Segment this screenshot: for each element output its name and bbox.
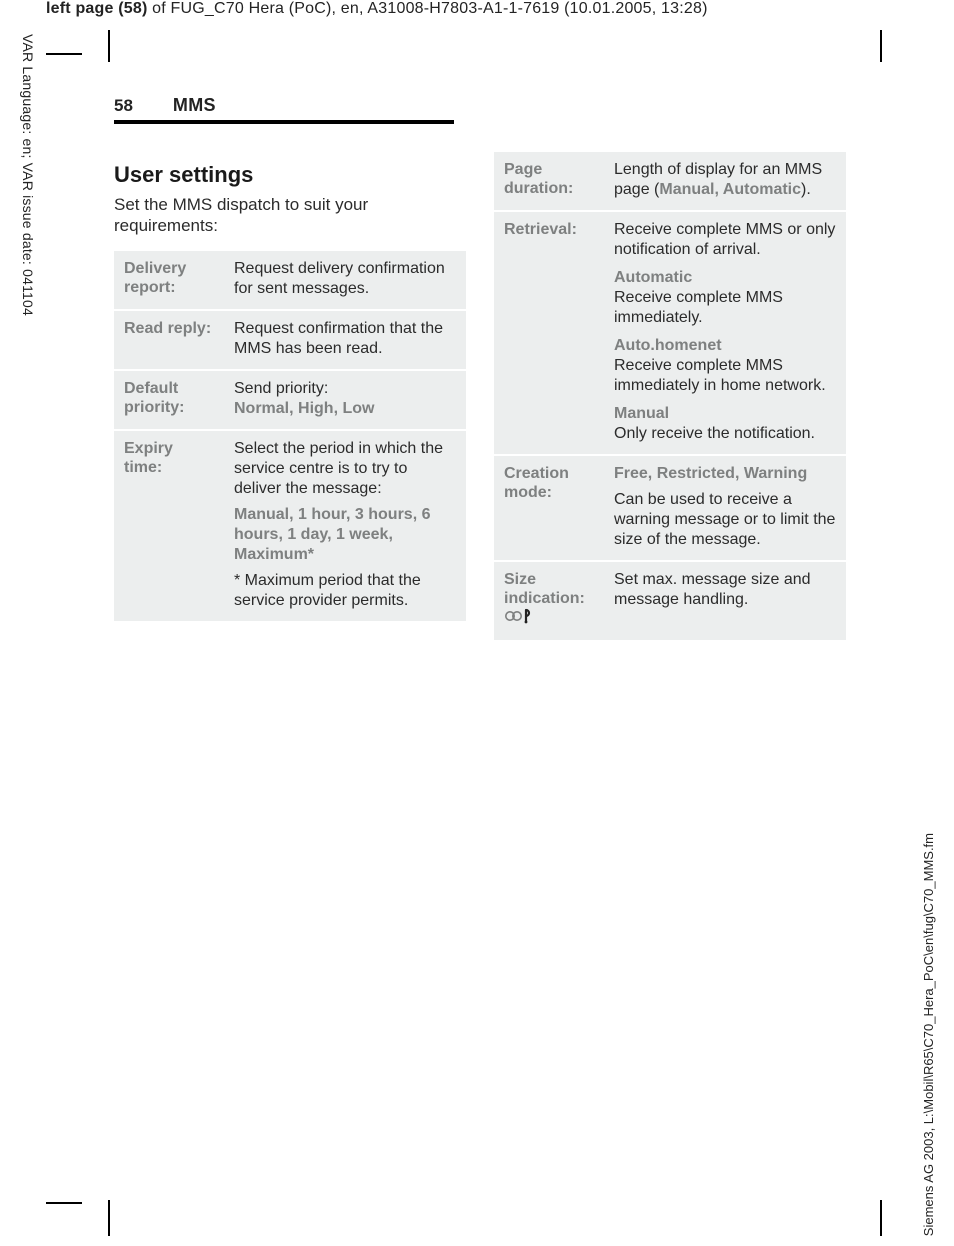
table-row: Read reply: Request confirmation that th… bbox=[114, 310, 466, 370]
setting-options: Manual, Automatic bbox=[659, 181, 801, 198]
setting-desc: Request confirmation that the MMS has be… bbox=[224, 310, 466, 370]
setting-desc: Length of display for an MMS page (Manua… bbox=[604, 152, 846, 211]
setting-desc: Select the period in which the service c… bbox=[224, 430, 466, 621]
table-row: Expiry time: Select the period in which … bbox=[114, 430, 466, 621]
two-column-layout: User settings Set the MMS dispatch to su… bbox=[114, 152, 846, 640]
page-body: 58 MMS User settings Set the MMS dispatc… bbox=[114, 95, 846, 640]
setting-sublabel: Automatic bbox=[614, 268, 836, 288]
setting-post: ). bbox=[801, 181, 811, 198]
setting-lead: Receive complete MMS or only notificatio… bbox=[614, 221, 835, 258]
table-row: Creation mode: Free, Restricted, Warning… bbox=[494, 455, 846, 561]
setting-desc: Free, Restricted, Warning Can be used to… bbox=[604, 455, 846, 561]
crop-mark bbox=[880, 1200, 882, 1236]
side-note-right: Siemens AG 2003, L:\Mobil\R65\C70_Hera_P… bbox=[921, 833, 936, 1236]
table-row: Delivery report: Request delivery confir… bbox=[114, 251, 466, 310]
setting-label: Creation mode: bbox=[494, 455, 604, 561]
side-note-left: VAR Language: en; VAR issue date: 041104 bbox=[20, 34, 36, 316]
table-row: Size indication: bbox=[494, 561, 846, 640]
section-intro: Set the MMS dispatch to suit your requir… bbox=[114, 194, 466, 237]
setting-label: Expiry time: bbox=[114, 430, 224, 621]
crop-mark bbox=[108, 30, 110, 62]
setting-sublabel: Manual bbox=[614, 404, 836, 424]
table-row: Retrieval: Receive complete MMS or only … bbox=[494, 211, 846, 455]
setting-label: Read reply: bbox=[114, 310, 224, 370]
table-row: Page duration: Length of display for an … bbox=[494, 152, 846, 211]
setting-options: Manual, 1 hour, 3 hours, 6 hours, 1 day,… bbox=[234, 505, 456, 565]
setting-label: Page duration: bbox=[494, 152, 604, 211]
setting-footnote: * Maximum period that the service provid… bbox=[234, 571, 456, 611]
setting-subdesc: Only receive the notification. bbox=[614, 425, 815, 442]
setting-label: Size indication: bbox=[494, 561, 604, 640]
chapter-title: MMS bbox=[173, 95, 216, 116]
crop-mark bbox=[108, 1200, 110, 1236]
crop-mark bbox=[46, 53, 82, 55]
operator-icon bbox=[504, 608, 532, 629]
setting-label: Delivery report: bbox=[114, 251, 224, 310]
proof-header-rest: of FUG_C70 Hera (PoC), en, A31008-H7803-… bbox=[148, 0, 708, 17]
section-heading: User settings bbox=[114, 162, 466, 188]
setting-desc: Request delivery confirmation for sent m… bbox=[224, 251, 466, 310]
proof-header: left page (58) of FUG_C70 Hera (PoC), en… bbox=[46, 0, 708, 18]
setting-desc: Set max. message size and message handli… bbox=[604, 561, 846, 640]
proof-header-bold: left page (58) bbox=[46, 0, 148, 17]
setting-lead: Select the period in which the service c… bbox=[234, 440, 443, 497]
setting-subdesc: Receive complete MMS immediately in home… bbox=[614, 357, 826, 394]
setting-label-text: Size indication: bbox=[504, 571, 585, 607]
setting-desc: Receive complete MMS or only notificatio… bbox=[604, 211, 846, 455]
settings-table-left: Delivery report: Request delivery confir… bbox=[114, 251, 466, 621]
setting-desc: Send priority: Normal, High, Low bbox=[224, 370, 466, 430]
setting-label: Retrieval: bbox=[494, 211, 604, 455]
setting-label: Default priority: bbox=[114, 370, 224, 430]
left-column: User settings Set the MMS dispatch to su… bbox=[114, 152, 466, 640]
crop-mark bbox=[880, 30, 882, 62]
crop-mark bbox=[46, 1202, 82, 1204]
setting-lead: Send priority: bbox=[234, 380, 328, 397]
running-head: 58 MMS bbox=[114, 95, 454, 124]
setting-options: Free, Restricted, Warning bbox=[614, 465, 807, 482]
setting-sublabel: Auto.homenet bbox=[614, 336, 836, 356]
right-column: Page duration: Length of display for an … bbox=[494, 152, 846, 640]
setting-options: Normal, High, Low bbox=[234, 400, 374, 417]
setting-subdesc: Can be used to receive a warning message… bbox=[614, 490, 836, 550]
setting-subdesc: Receive complete MMS immediately. bbox=[614, 289, 783, 326]
table-row: Default priority: Send priority: Normal,… bbox=[114, 370, 466, 430]
settings-table-right: Page duration: Length of display for an … bbox=[494, 152, 846, 640]
page-number: 58 bbox=[114, 96, 133, 116]
